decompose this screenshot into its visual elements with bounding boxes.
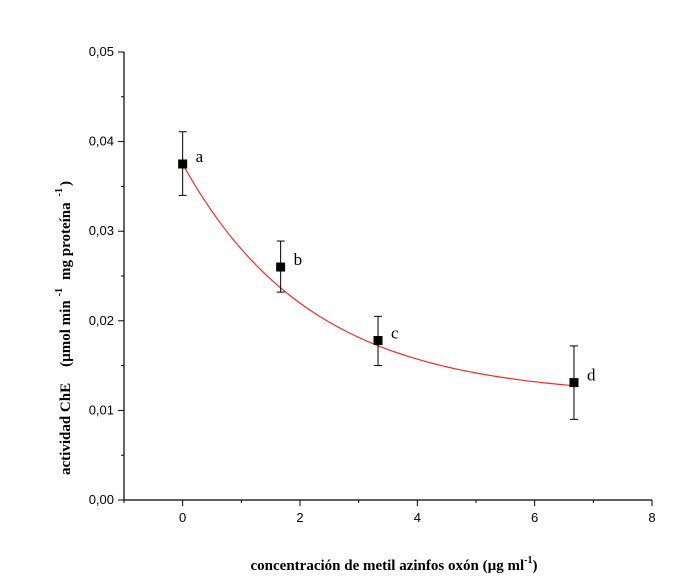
x-tick-label: 8: [648, 510, 655, 525]
point-marker: [569, 378, 579, 388]
x-tick-label: 6: [531, 510, 538, 525]
x-axis-title: concentración de metil azinfos oxón (µg …: [251, 555, 538, 574]
x-axis-title-superscript: -1: [524, 555, 532, 566]
y-tick-label: 0,03: [89, 223, 114, 238]
point-label: a: [196, 147, 204, 166]
point-label: b: [294, 250, 303, 269]
y-tick-label: 0,05: [89, 44, 114, 59]
y-tick-label: 0,02: [89, 313, 114, 328]
axes: [123, 52, 652, 501]
data-point-c: c: [373, 315, 399, 367]
y-tick-label: 0,00: [89, 492, 114, 507]
data-points: a b c d: [178, 131, 596, 420]
x-tick-label: 0: [179, 510, 186, 525]
data-point-a: a: [178, 131, 204, 196]
point-label: c: [391, 324, 399, 343]
y-axis-title-main: actividad ChE: [58, 383, 74, 475]
x-axis-ticks: 0 2 4 6 8: [123, 500, 656, 525]
y-tick-label: 0,01: [89, 402, 114, 417]
point-marker: [178, 159, 188, 169]
x-tick-label: 4: [414, 510, 421, 525]
point-marker: [373, 336, 383, 346]
y-axis-ticks: 0,00 0,01 0,02 0,03 0,04 0,05: [89, 44, 124, 507]
x-tick-label: 2: [296, 510, 303, 525]
y-axis-title: actividad ChE(µmol min-1mg proteína-1): [54, 181, 74, 475]
point-marker: [276, 262, 286, 272]
data-point-d: d: [569, 345, 596, 420]
y-tick-label: 0,04: [89, 134, 114, 149]
point-label: d: [587, 366, 596, 385]
data-point-b: b: [276, 240, 303, 293]
